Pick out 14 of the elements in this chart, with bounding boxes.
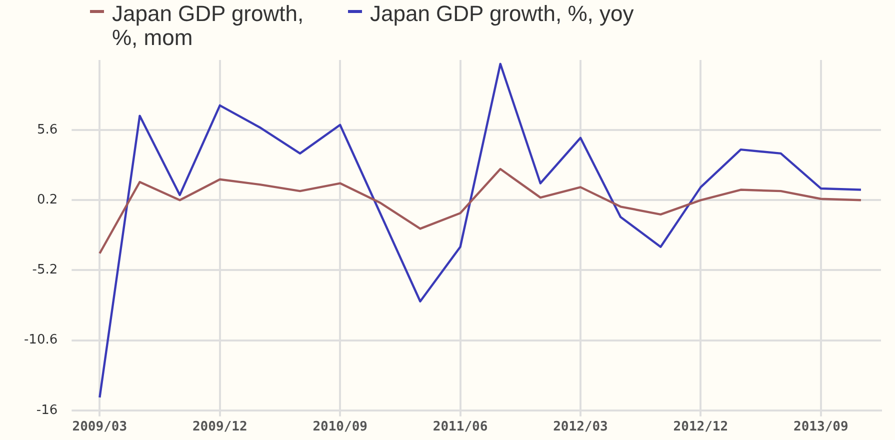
x-tick-label: 2013/09 — [794, 420, 848, 435]
y-tick-label: -10.6 — [24, 332, 58, 348]
x-tick-label: 2009/12 — [192, 420, 248, 435]
x-tick-label: 2009/03 — [72, 420, 128, 435]
legend-label: Japan GDP growth, %, mom — [112, 1, 305, 50]
y-tick-label: 5.6 — [36, 122, 58, 138]
legend-label: Japan GDP growth, %, yoy — [370, 1, 634, 26]
x-tick-label: 2012/12 — [673, 420, 728, 435]
x-tick-label: 2012/03 — [553, 420, 608, 435]
y-tick-label: 0.2 — [36, 192, 58, 208]
y-tick-label: -5.2 — [32, 262, 58, 278]
y-tick-label: -16 — [36, 402, 58, 418]
x-tick-label: 2011/06 — [432, 420, 488, 435]
x-tick-label: 2010/09 — [312, 420, 368, 435]
